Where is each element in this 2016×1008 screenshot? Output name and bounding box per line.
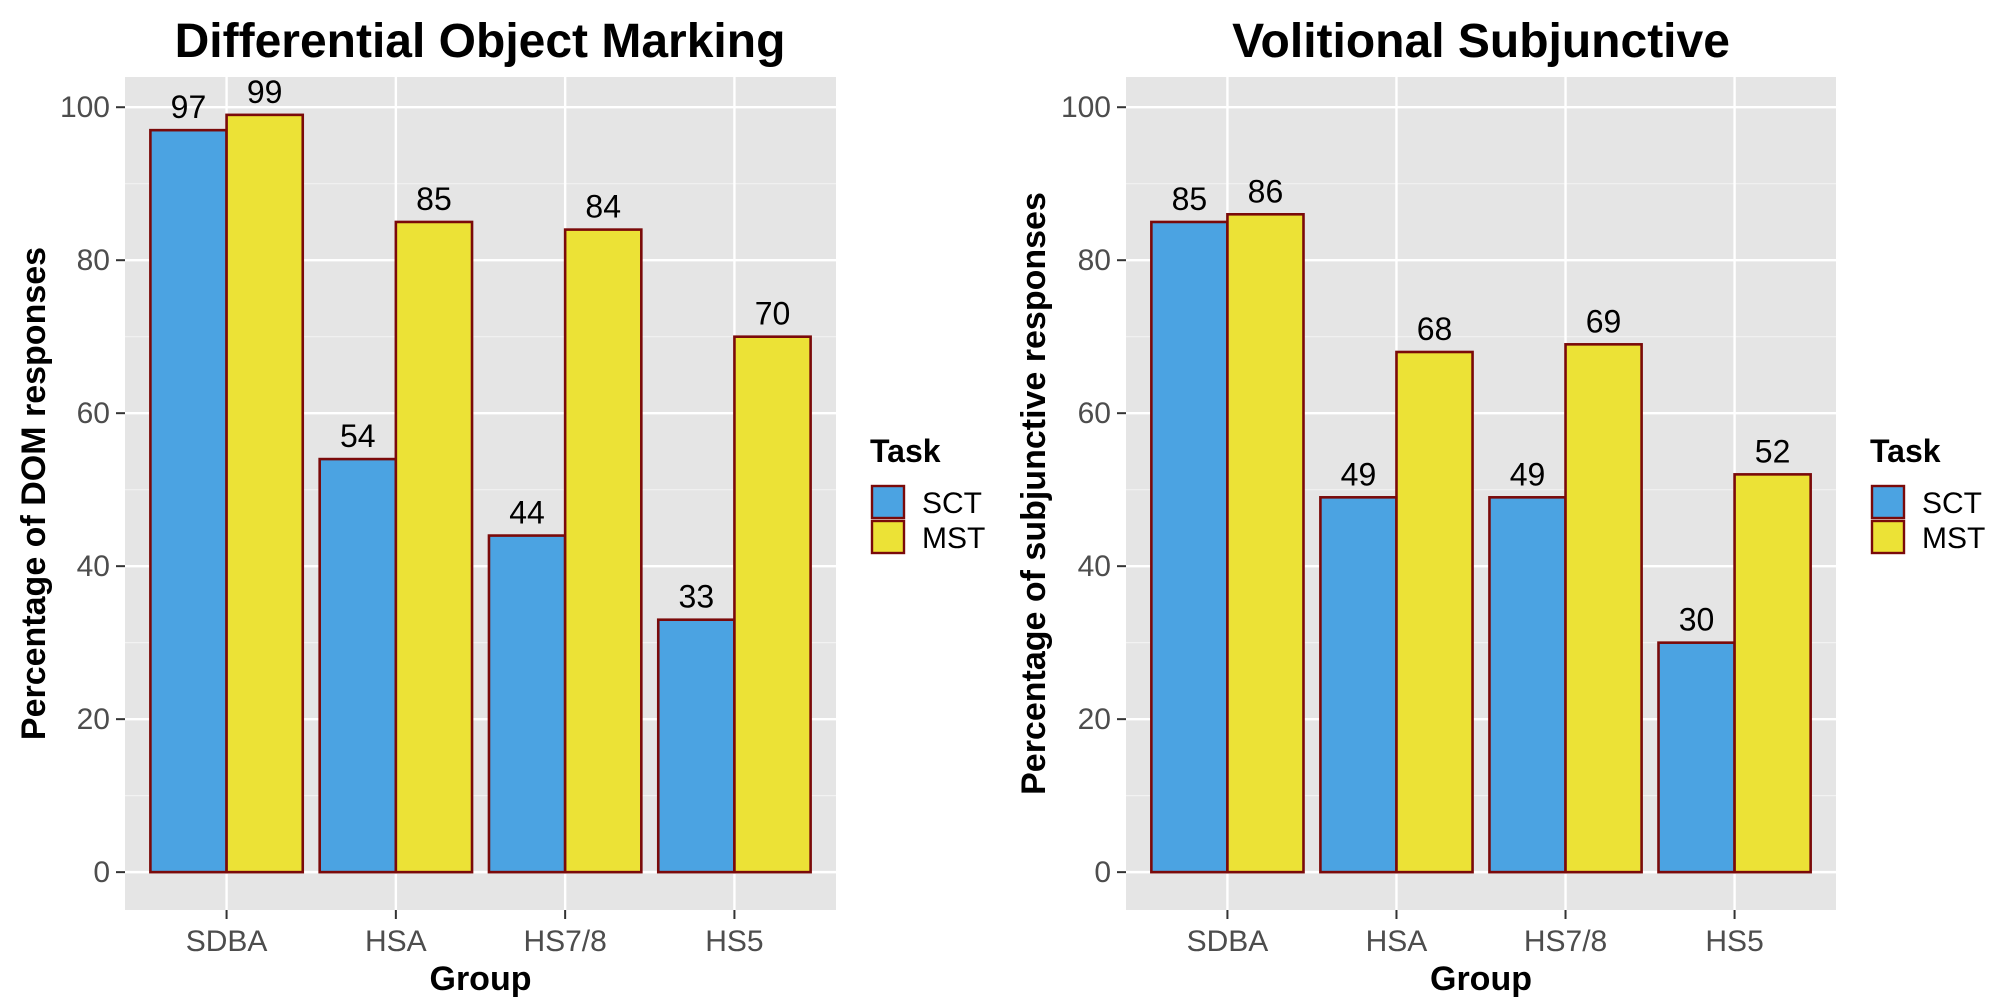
legend-key-mst <box>1870 519 1906 555</box>
y-tick-label: 80 <box>77 244 110 277</box>
bar-mst-sdba <box>225 113 305 874</box>
data-label: 49 <box>1341 456 1377 492</box>
y-tick-label: 0 <box>93 856 110 889</box>
data-label: 85 <box>1172 181 1208 217</box>
bar-mst-hsa <box>394 220 474 874</box>
y-axis-title: Percentage of DOM responses <box>15 247 53 740</box>
chart-title: Volitional Subjunctive <box>1232 15 1730 68</box>
data-label: 97 <box>171 89 207 125</box>
y-tick-label: 60 <box>77 397 110 430</box>
y-tick-label: 80 <box>1078 244 1111 277</box>
data-label: 49 <box>1510 456 1546 492</box>
legend-label-mst: MST <box>922 522 985 555</box>
legend-label-mst: MST <box>1922 522 1985 555</box>
x-tick-label: HS7/8 <box>1524 925 1607 958</box>
y-tick-label: 40 <box>77 550 110 583</box>
data-label: 44 <box>509 495 545 531</box>
bar-mst-hs5 <box>733 335 812 874</box>
data-label: 30 <box>1679 602 1715 638</box>
data-label: 70 <box>755 296 791 332</box>
legend-key-mst <box>870 519 906 555</box>
chart-title: Differential Object Marking <box>175 15 786 68</box>
legend-key-sct <box>1870 484 1906 520</box>
bar-mst-hs5 <box>1733 473 1812 874</box>
data-label: 86 <box>1248 173 1284 209</box>
data-label: 69 <box>1586 303 1622 339</box>
bar-sct-hs78 <box>1488 496 1567 874</box>
bar-sct-sdba <box>149 128 228 874</box>
bar-sct-hsa <box>1319 496 1398 874</box>
y-tick-label: 20 <box>77 703 110 736</box>
y-tick-label: 100 <box>60 91 110 124</box>
x-tick-label: HSA <box>1366 925 1428 958</box>
legend-title: Task <box>1870 433 1941 469</box>
y-tick-label: 20 <box>1078 703 1111 736</box>
bar-mst-sdba <box>1226 213 1305 874</box>
bar-sct-hs78 <box>487 534 567 874</box>
x-tick-label: HS5 <box>1705 925 1763 958</box>
y-tick-label: 100 <box>1061 91 1111 124</box>
bar-mst-hs78 <box>1564 343 1643 874</box>
x-tick-label: SDBA <box>186 925 268 958</box>
chart-panel-1: 0 20 40 60 80 100 97 54 44 33 99 85 84 70 SDBA HSA HS7/8… <box>15 15 985 998</box>
y-tick-label: 0 <box>1094 856 1111 889</box>
data-label: 52 <box>1755 433 1791 469</box>
x-axis-title: Group <box>430 960 532 998</box>
data-label: 99 <box>247 74 283 110</box>
data-label: 54 <box>340 418 376 454</box>
legend-label-sct: SCT <box>922 487 982 520</box>
bar-mst-hs78 <box>563 228 643 874</box>
x-tick-label: HS7/8 <box>523 925 606 958</box>
x-axis-title: Group <box>1430 960 1532 998</box>
bar-sct-sdba <box>1150 220 1229 874</box>
y-tick-label: 60 <box>1078 397 1111 430</box>
bar-mst-hsa <box>1395 350 1474 874</box>
data-label: 33 <box>679 579 715 615</box>
legend-key-sct <box>870 484 906 520</box>
data-label: 68 <box>1417 311 1453 347</box>
y-axis-title: Percentage of subjunctive responses <box>1015 192 1053 795</box>
legend-label-sct: SCT <box>1922 487 1982 520</box>
legend-title: Task <box>870 433 941 469</box>
x-tick-label: HS5 <box>705 925 763 958</box>
y-tick-label: 40 <box>1078 550 1111 583</box>
x-tick-label: HSA <box>365 925 427 958</box>
bar-sct-hsa <box>318 457 398 874</box>
data-label: 85 <box>416 181 452 217</box>
bar-sct-hs5 <box>656 618 736 874</box>
x-tick-label: SDBA <box>1187 925 1269 958</box>
bar-sct-hs5 <box>1657 641 1736 874</box>
data-label: 84 <box>585 189 621 225</box>
chart-panel-2: 0 20 40 60 80 100 85 49 49 30 86 68 69 52 SDBA HSA HS7/8… <box>1015 15 1985 998</box>
